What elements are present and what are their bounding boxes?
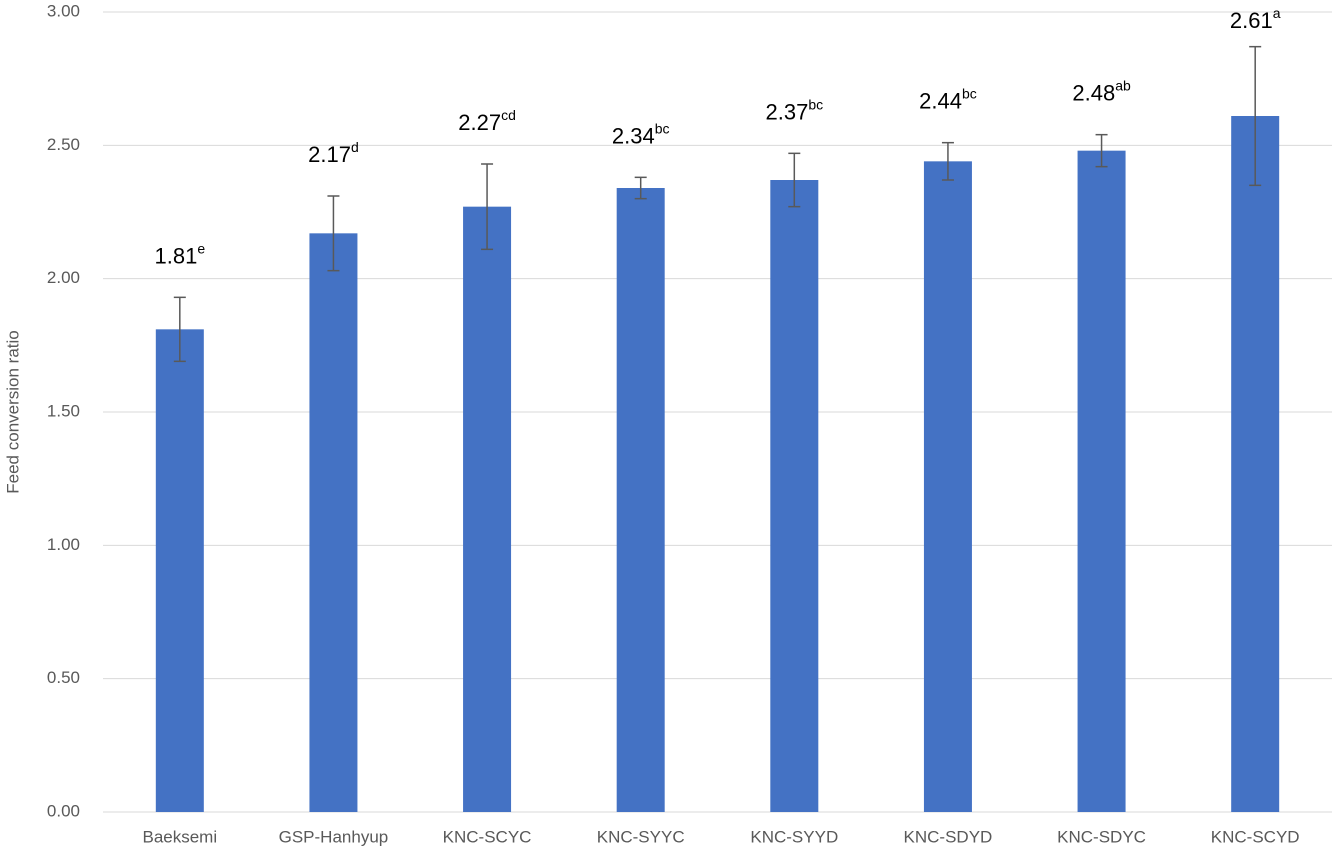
y-tick-label: 0.00 [47, 801, 80, 820]
data-label: 2.37bc [766, 96, 824, 124]
x-tick-label: KNC-SCYD [1211, 827, 1300, 846]
x-tick-label: GSP-Hanhyup [279, 827, 389, 846]
error-bar [327, 195, 340, 272]
significance-letter: a [1273, 5, 1281, 21]
bar [616, 188, 665, 812]
bar [1077, 150, 1126, 812]
significance-letter: bc [808, 96, 823, 112]
bar [1231, 116, 1280, 812]
bar [923, 161, 972, 813]
x-tick-label: KNC-SCYC [443, 827, 532, 846]
y-tick-label: 1.50 [47, 401, 80, 420]
error-bar [634, 176, 647, 200]
y-tick-label: 2.50 [47, 135, 80, 154]
significance-letter: cd [501, 107, 516, 123]
data-label: 2.17d [308, 139, 359, 167]
y-tick-label: 0.50 [47, 668, 80, 687]
y-axis-label: Feed conversion ratio [3, 330, 22, 493]
error-bar [1095, 133, 1108, 168]
value-label: 2.34 [612, 123, 655, 148]
significance-letter: bc [962, 85, 977, 101]
value-label: 1.81 [155, 243, 198, 268]
data-label: 2.27cd [458, 107, 516, 135]
error-bar [788, 152, 801, 208]
value-label: 2.44 [919, 88, 962, 113]
data-label: 2.48ab [1072, 77, 1131, 105]
data-label: 2.61a [1230, 5, 1281, 33]
data-label: 1.81e [155, 240, 206, 268]
significance-letter: e [197, 240, 205, 256]
value-label: 2.37 [766, 99, 809, 124]
value-label: 2.48 [1072, 80, 1115, 105]
error-bar [1249, 45, 1262, 187]
significance-letter: ab [1115, 77, 1131, 93]
bar [463, 206, 512, 812]
x-tick-label: KNC-SDYC [1057, 827, 1146, 846]
error-bar [941, 141, 954, 181]
value-label: 2.61 [1230, 8, 1273, 33]
bar [155, 329, 204, 812]
bar [309, 233, 358, 813]
value-label: 2.17 [308, 142, 351, 167]
significance-letter: d [351, 139, 359, 155]
data-label: 2.44bc [919, 85, 977, 113]
x-tick-label: KNC-SYYD [750, 827, 838, 846]
bar [770, 180, 819, 812]
error-bar [173, 296, 186, 363]
value-label: 2.27 [458, 110, 501, 135]
data-label: 2.34bc [612, 120, 670, 148]
y-tick-label: 1.00 [47, 535, 80, 554]
y-tick-label: 2.00 [47, 268, 80, 287]
error-bar [481, 163, 494, 251]
y-tick-label: 3.00 [47, 1, 80, 20]
significance-letter: bc [655, 120, 670, 136]
x-tick-label: KNC-SYYC [597, 827, 685, 846]
x-tick-label: Baeksemi [142, 827, 217, 846]
x-tick-label: KNC-SDYD [904, 827, 993, 846]
